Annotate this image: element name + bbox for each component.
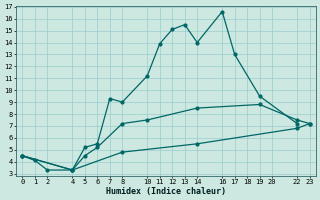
X-axis label: Humidex (Indice chaleur): Humidex (Indice chaleur) [106, 187, 226, 196]
